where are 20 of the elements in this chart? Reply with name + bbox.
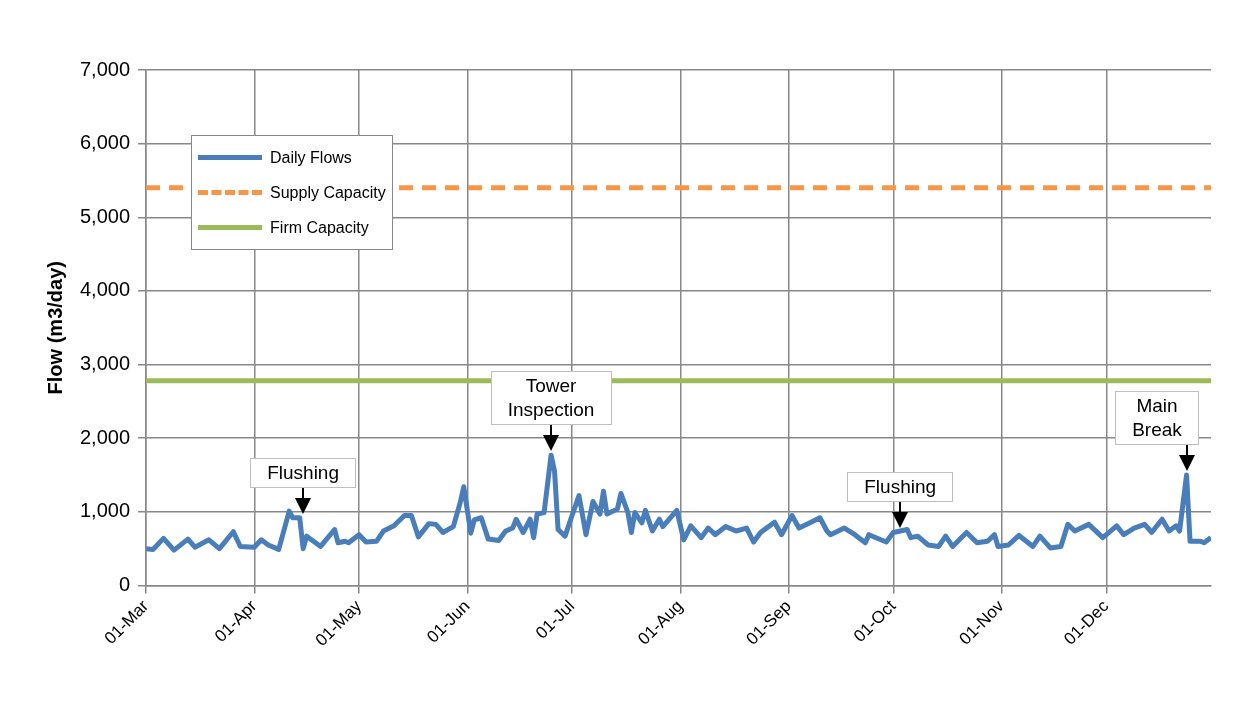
callout: Flushing bbox=[250, 457, 357, 514]
legend-label: Firm Capacity bbox=[270, 218, 369, 237]
y-tick-label: 6,000 bbox=[79, 131, 131, 154]
y-axis-title: Flow (m3/day) bbox=[43, 261, 66, 395]
y-tick-label: 5,000 bbox=[79, 204, 131, 227]
y-tick-label: 3,000 bbox=[79, 352, 131, 375]
callout: Flushing bbox=[847, 472, 954, 529]
y-tick-label: 2,000 bbox=[79, 425, 131, 448]
y-tick-label: 4,000 bbox=[79, 278, 131, 301]
y-tick-label: 1,000 bbox=[79, 499, 131, 522]
y-tick-label: 0 bbox=[118, 573, 131, 596]
legend-label: Daily Flows bbox=[270, 148, 352, 167]
callout: Main Break bbox=[1115, 391, 1199, 471]
callout: Tower Inspection bbox=[490, 371, 612, 452]
annotation: Flushing bbox=[250, 457, 356, 488]
annotation: Tower Inspection bbox=[490, 371, 612, 426]
legend-label: Supply Capacity bbox=[270, 183, 386, 202]
annotation: Main Break bbox=[1115, 391, 1199, 446]
y-tick-label: 7,000 bbox=[79, 57, 131, 80]
annotation: Flushing bbox=[847, 472, 954, 503]
